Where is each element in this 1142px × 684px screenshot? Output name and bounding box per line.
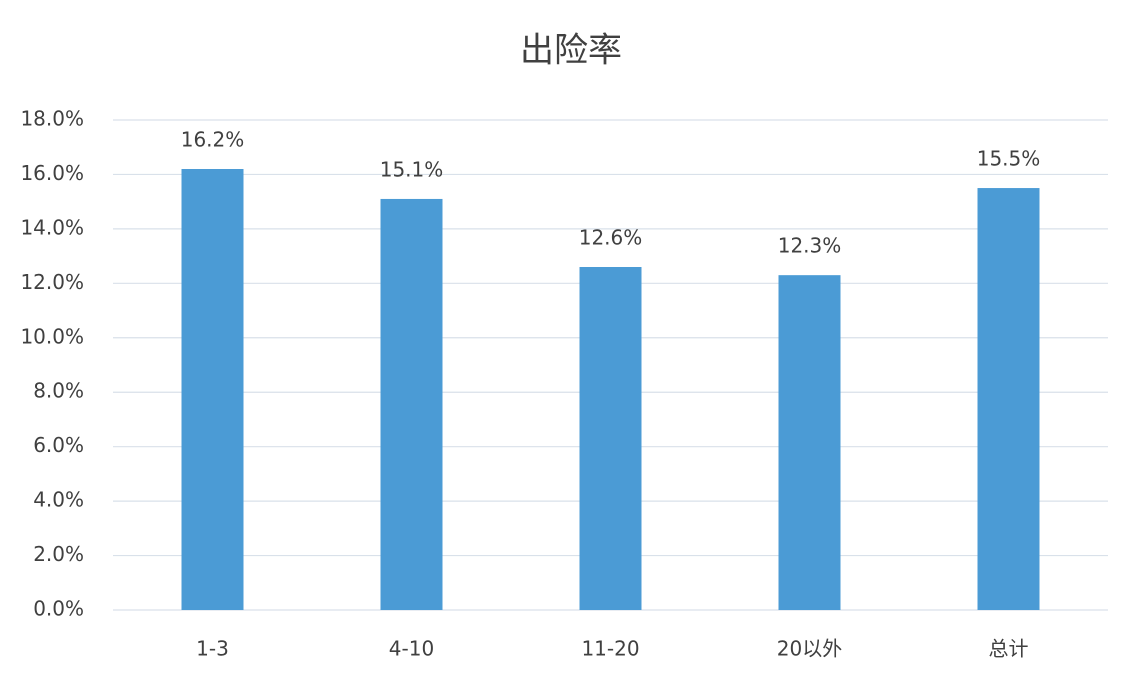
y-tick-label: 10.0% — [20, 324, 84, 348]
y-tick-label: 14.0% — [20, 215, 84, 239]
bar — [380, 198, 443, 610]
x-tick-label: 20以外 — [777, 637, 842, 661]
y-tick-label: 4.0% — [33, 488, 84, 512]
data-label: 12.3% — [778, 234, 842, 258]
x-tick-label: 1-3 — [196, 637, 229, 661]
data-label: 15.1% — [380, 157, 444, 181]
y-tick-label: 16.0% — [20, 161, 84, 185]
chart-title: 出险率 — [520, 31, 622, 71]
x-tick-label: 4-10 — [389, 637, 434, 661]
y-tick-label: 0.0% — [33, 597, 84, 621]
y-tick-label: 12.0% — [20, 270, 84, 294]
x-tick-label: 11-20 — [581, 637, 639, 661]
bar — [579, 267, 642, 610]
y-tick-label: 8.0% — [33, 379, 84, 403]
y-tick-label: 18.0% — [20, 107, 84, 131]
x-tick-label: 总计 — [989, 637, 1029, 661]
y-tick-label: 2.0% — [33, 542, 84, 566]
data-label: 12.6% — [579, 226, 643, 250]
data-label: 16.2% — [181, 128, 245, 152]
y-tick-label: 6.0% — [33, 433, 84, 457]
bar — [977, 188, 1040, 611]
data-label: 15.5% — [977, 147, 1041, 171]
bar — [778, 275, 841, 610]
bar — [181, 169, 244, 610]
